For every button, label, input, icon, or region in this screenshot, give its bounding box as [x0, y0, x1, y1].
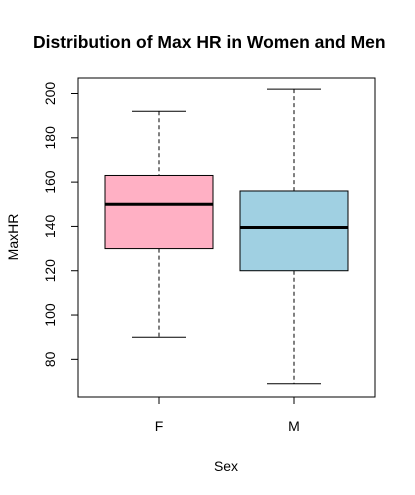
y-tick-label: 80: [42, 351, 58, 367]
y-tick-label: 160: [42, 170, 58, 194]
y-axis: 80 100 120 140 160 180 200: [42, 82, 79, 367]
iqr-box: [104, 174, 214, 250]
y-tick-label: 200: [42, 82, 58, 106]
y-tick-label: 120: [42, 259, 58, 283]
x-tick-label: F: [155, 418, 164, 434]
x-tick-label: M: [288, 418, 300, 434]
iqr-box: [239, 190, 349, 272]
boxes-group: [104, 88, 349, 385]
y-axis-label: MaxHR: [5, 214, 21, 261]
y-tick-label: 100: [42, 303, 58, 327]
y-tick-label: 180: [42, 126, 58, 150]
chart-title: Distribution of Max HR in Women and Men: [33, 32, 386, 52]
y-tick-label: 140: [42, 215, 58, 239]
box-f: [104, 110, 214, 338]
x-axis-label: Sex: [214, 458, 238, 474]
box-m: [239, 88, 349, 385]
